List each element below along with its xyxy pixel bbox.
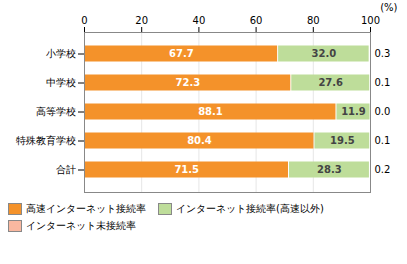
html-text:インターネット未接続率: インターネット未接続率	[26, 220, 136, 231]
svg-text:40: 40	[193, 15, 206, 26]
svg-text:28.3: 28.3	[317, 164, 342, 175]
svg-text:72.3: 72.3	[176, 77, 201, 88]
html-text:高速インターネット接続率: 高速インターネット接続率	[26, 203, 146, 214]
svg-text:特殊教育学校: 特殊教育学校	[16, 135, 76, 146]
svg-text:88.1: 88.1	[198, 106, 223, 117]
svg-text:20: 20	[135, 15, 148, 26]
svg-text:小学校: 小学校	[46, 48, 76, 59]
svg-text:80.4: 80.4	[187, 135, 212, 146]
svg-text:60: 60	[250, 15, 263, 26]
svg-text:11.9: 11.9	[341, 106, 366, 117]
svg-text:合計: 合計	[56, 164, 76, 175]
svg-text:19.5: 19.5	[330, 135, 355, 146]
svg-text:0: 0	[81, 15, 87, 26]
svg-text:27.6: 27.6	[318, 77, 343, 88]
svg-text:0.0: 0.0	[375, 106, 391, 117]
svg-text:32.0: 32.0	[312, 48, 337, 59]
svg-text:0.2: 0.2	[375, 164, 391, 175]
svg-text:0.1: 0.1	[375, 77, 391, 88]
svg-text:中学校: 中学校	[46, 77, 76, 88]
svg-text:71.5: 71.5	[174, 164, 199, 175]
svg-text:0.1: 0.1	[375, 135, 391, 146]
svg-text:(%): (%)	[380, 2, 397, 13]
svg-text:67.7: 67.7	[169, 48, 194, 59]
svg-text:100: 100	[361, 15, 380, 26]
html-text:インターネット接続率(高速以外): インターネット接続率(高速以外)	[176, 203, 324, 214]
svg-text:高等学校: 高等学校	[36, 106, 76, 117]
svg-text:80: 80	[307, 15, 320, 26]
svg-text:0.3: 0.3	[375, 48, 391, 59]
